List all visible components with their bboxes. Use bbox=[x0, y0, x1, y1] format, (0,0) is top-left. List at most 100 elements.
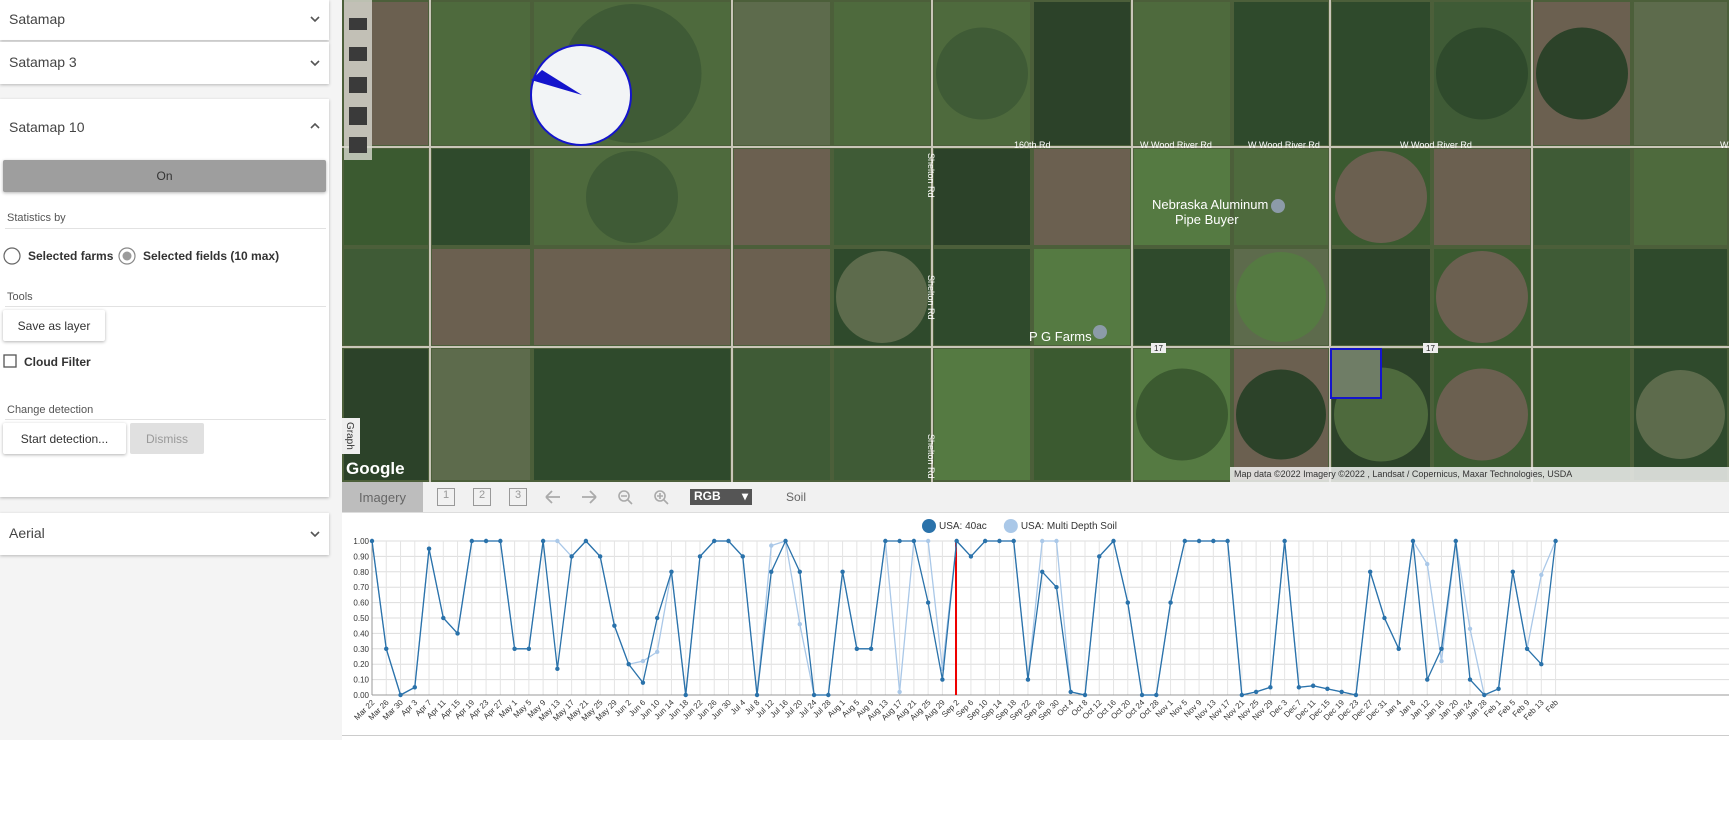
data-point bbox=[1296, 685, 1302, 690]
road-label: 160th Rd bbox=[1014, 140, 1051, 150]
section-title[interactable]: Satamap 10 bbox=[9, 119, 85, 135]
field bbox=[834, 349, 930, 480]
graph-tab[interactable] bbox=[342, 418, 360, 454]
field bbox=[534, 349, 730, 480]
map-tools[interactable] bbox=[344, 0, 372, 160]
field bbox=[1034, 149, 1130, 245]
chart: 0.00 0.10 0.20 0.30 0.40 0.50 0.60 0.70 0.80 0.90… bbox=[352, 519, 1729, 723]
data-point bbox=[968, 554, 974, 559]
data-point bbox=[555, 666, 560, 672]
chevron bbox=[310, 531, 320, 538]
data-point bbox=[982, 538, 988, 544]
data-point bbox=[1439, 658, 1444, 664]
data-point bbox=[398, 692, 403, 698]
page-button[interactable]: 3 bbox=[509, 488, 527, 506]
place-pin[interactable] bbox=[1271, 199, 1285, 213]
data-point bbox=[726, 538, 731, 544]
pivot-field bbox=[1136, 368, 1228, 461]
field bbox=[1034, 249, 1130, 345]
pivot-field bbox=[1536, 27, 1628, 120]
dismiss-button[interactable]: Dismiss bbox=[130, 423, 204, 454]
field bbox=[432, 149, 530, 245]
data-point bbox=[626, 662, 631, 667]
data-point bbox=[1510, 569, 1516, 574]
pivot-field bbox=[1436, 368, 1528, 461]
data-point bbox=[997, 538, 1002, 544]
section-title: Satamap 3 bbox=[9, 54, 77, 70]
field bbox=[1234, 149, 1328, 245]
page-button[interactable]: 1 bbox=[437, 488, 455, 506]
data-point bbox=[1368, 569, 1373, 574]
section-label: Statistics by bbox=[7, 212, 66, 224]
data-point bbox=[1139, 692, 1145, 698]
data-point bbox=[555, 538, 560, 544]
road-label: Shelton Rd bbox=[926, 275, 936, 320]
field bbox=[734, 149, 830, 245]
checkbox[interactable] bbox=[3, 354, 18, 369]
field bbox=[1134, 2, 1230, 145]
field bbox=[734, 2, 830, 145]
data-point bbox=[669, 569, 674, 574]
x-tick-label: Feb bbox=[1544, 698, 1561, 715]
data-point bbox=[1040, 538, 1045, 544]
section-card[interactable]: Satamap bbox=[0, 0, 329, 40]
radio[interactable] bbox=[118, 247, 136, 265]
data-point bbox=[469, 538, 475, 544]
data-point bbox=[1553, 538, 1558, 544]
field bbox=[344, 249, 428, 345]
section-card[interactable]: Satamap 3 bbox=[0, 42, 329, 84]
field bbox=[1234, 2, 1328, 145]
data-point bbox=[1211, 538, 1216, 544]
data-point bbox=[1396, 646, 1401, 651]
on-button[interactable]: On bbox=[3, 160, 326, 192]
section-card[interactable]: Aerial bbox=[0, 513, 329, 555]
place-pin[interactable] bbox=[1093, 325, 1107, 339]
pivot-field bbox=[1335, 151, 1427, 243]
cloud-overlay[interactable] bbox=[530, 44, 632, 146]
data-point bbox=[1225, 538, 1230, 544]
radio-label: Selected farms bbox=[28, 249, 114, 263]
chevron[interactable] bbox=[309, 121, 321, 131]
nav-icons[interactable] bbox=[542, 488, 682, 506]
data-point bbox=[384, 646, 389, 651]
field bbox=[1332, 249, 1430, 345]
road-label: W Wood River Rd bbox=[1400, 140, 1472, 150]
data-point bbox=[826, 692, 831, 698]
band-select[interactable]: RGB ▾ bbox=[690, 489, 752, 505]
data-point bbox=[1125, 600, 1130, 605]
data-point bbox=[1325, 686, 1330, 692]
imagery-tab[interactable]: Imagery bbox=[342, 482, 423, 512]
data-point bbox=[1539, 662, 1544, 667]
data-point bbox=[769, 569, 774, 574]
data-point bbox=[512, 646, 517, 651]
data-point bbox=[1453, 538, 1458, 544]
start-button[interactable]: Start detection... bbox=[3, 423, 126, 454]
selected-field[interactable] bbox=[1330, 348, 1382, 399]
soil-tab[interactable]: Soil bbox=[786, 490, 807, 504]
data-point bbox=[797, 621, 802, 627]
y-tick-label: 0.60 bbox=[353, 599, 369, 608]
attribution: Map data ©2022 Imagery ©2022 , Landsat /… bbox=[1234, 469, 1572, 479]
data-point bbox=[840, 569, 845, 574]
field bbox=[1134, 249, 1230, 345]
radio[interactable] bbox=[3, 247, 21, 265]
map[interactable]: 160th Rd W Wood River Rd W Wood River Rd… bbox=[342, 0, 1729, 482]
data-point bbox=[811, 692, 817, 698]
field bbox=[1034, 349, 1130, 480]
field bbox=[1634, 149, 1727, 245]
field bbox=[432, 349, 530, 480]
data-point bbox=[412, 685, 417, 690]
data-point bbox=[740, 554, 745, 559]
pivot-field bbox=[1436, 251, 1528, 343]
page-button[interactable]: 2 bbox=[473, 488, 491, 506]
save-button[interactable]: Save as layer bbox=[3, 310, 105, 341]
data-point bbox=[1425, 677, 1430, 682]
data-point bbox=[1082, 692, 1088, 698]
data-point bbox=[540, 538, 546, 544]
data-point bbox=[1496, 686, 1501, 692]
data-point bbox=[754, 692, 760, 698]
field bbox=[1534, 349, 1630, 480]
data-point bbox=[1154, 692, 1159, 698]
data-point bbox=[612, 623, 617, 628]
